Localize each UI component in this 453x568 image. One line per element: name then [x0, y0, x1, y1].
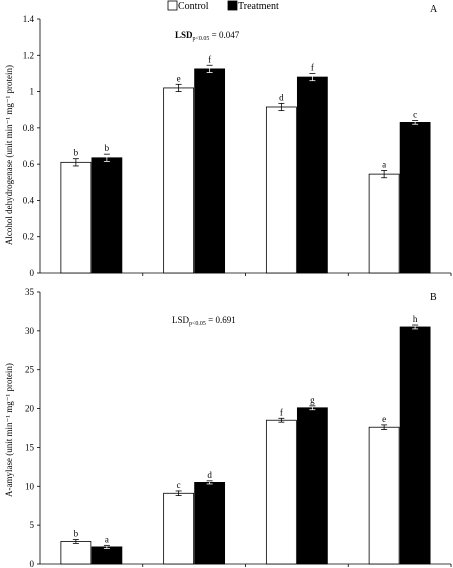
legend-label-treatment: Treatment — [238, 1, 279, 12]
panel-b-label: B — [430, 292, 437, 303]
panel-a-sig-letter: f — [208, 54, 211, 64]
panel-b-lsd: LSDp<0.05 = 0.691 — [172, 315, 236, 327]
panel-b-lsd-value: = 0.691 — [206, 315, 236, 325]
panel-a-sig-letter: b — [74, 148, 79, 158]
panel-b-bar-treatment — [194, 481, 226, 565]
panel-a-sig-letter: b — [105, 143, 110, 153]
legend-swatch-control — [167, 0, 178, 11]
panel-a-lsd-sub: p<0.05 — [193, 36, 210, 42]
panel-a-y-tick-label: 0.6 — [23, 159, 35, 169]
panel-b-lsd-sub: p<0.05 — [189, 321, 206, 327]
panel-a-bar-treatment — [296, 76, 328, 274]
panel-b-sig-letter: d — [207, 470, 212, 480]
panel-a-bar-control — [163, 87, 195, 274]
legend-swatch-treatment — [227, 0, 238, 11]
panel-b-sig-letter: e — [382, 414, 386, 424]
legend-label-control: Control — [178, 1, 209, 12]
panel-b-ylabel: A-amylase (unit min⁻¹ mg⁻¹ protein) — [4, 363, 14, 497]
panel-b-sig-letter: g — [310, 395, 315, 405]
panel-b-y-tick-label: 5 — [30, 520, 35, 530]
panel-a-y-tick-label: 0.4 — [23, 195, 35, 205]
panel-b-y-tick-label: 30 — [25, 326, 35, 336]
panel-a-ylabel: Alcohol dehydrogenase (unit min⁻¹ mg⁻¹ p… — [4, 65, 14, 245]
panel-a-label: A — [430, 4, 438, 15]
panel-a-y-tick-label: 0.8 — [23, 123, 35, 133]
panel-b-bar-treatment — [296, 407, 328, 565]
panel-b-sig-letter: b — [74, 529, 79, 539]
panel-b-sig-letter: h — [413, 314, 418, 324]
panel-b-lsd-text: LSD — [172, 315, 190, 325]
panel-a-bar-control — [60, 161, 92, 274]
panel-a-lsd: LSDp<0.05 = 0.047 — [175, 30, 240, 42]
panel-b-bar-control — [163, 492, 195, 565]
panel-a-lsd-value: = 0.047 — [209, 30, 239, 40]
panel-a-y-tick-label: 0.2 — [23, 232, 34, 242]
panel-a-sig-letter: f — [311, 62, 314, 72]
panel-a-bar-treatment — [91, 157, 123, 274]
panel-b-bar-control — [60, 541, 92, 565]
panel-a-y-tick-label: 1.2 — [23, 50, 34, 60]
panel-b-y-tick-label: 25 — [25, 365, 35, 375]
panel-b-sig-letter: f — [280, 407, 283, 417]
panel-a-lsd-text: LSD — [175, 30, 193, 40]
panel-a-sig-letter: d — [279, 92, 284, 102]
panel-a-sig-letter: e — [177, 73, 181, 83]
panel-b-y-tick-label: 35 — [25, 287, 35, 297]
panel-b-y-tick-label: 15 — [25, 442, 35, 452]
legend: Control Treatment — [167, 0, 279, 12]
panel-a-bar-control — [265, 106, 297, 274]
panel-a-y-tick-label: 0 — [30, 268, 35, 278]
panel-a-bar-control — [368, 173, 400, 274]
panel-a: 0 0.2 0.4 0.6 0.8 1 1.2 1.4 b e d a b f f c — [23, 14, 452, 278]
panel-b: 0 5 10 15 20 25 30 35 b c f e a d g h — [25, 287, 452, 568]
panel-a-bar-treatment — [399, 122, 431, 274]
panel-a-sig-letter: c — [413, 110, 417, 120]
panel-b-sig-letter: a — [105, 534, 109, 544]
panel-a-bar-treatment — [194, 68, 226, 274]
panel-b-bar-treatment — [91, 546, 123, 565]
panel-a-y-tick-label: 1.4 — [23, 14, 35, 24]
panel-b-sig-letter: c — [177, 480, 181, 490]
panel-b-y-tick-label: 10 — [25, 481, 35, 491]
panel-a-sig-letter: a — [382, 159, 386, 169]
panel-a-y-tick-label: 1 — [30, 87, 35, 97]
panel-b-bar-treatment — [399, 326, 431, 565]
panel-b-bar-control — [265, 419, 297, 565]
panel-b-bar-control — [368, 426, 400, 565]
panel-b-y-tick-label: 0 — [30, 559, 35, 568]
panel-b-y-tick-label: 20 — [25, 404, 35, 414]
